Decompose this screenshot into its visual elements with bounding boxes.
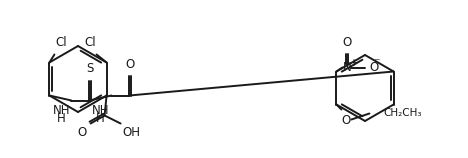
Text: H: H [96,112,105,125]
Text: S: S [87,63,94,76]
Text: O: O [343,36,352,49]
Text: O: O [369,61,379,74]
Text: NH: NH [53,104,70,117]
Text: +: + [350,58,358,67]
Text: N: N [343,61,352,74]
Text: O: O [126,58,135,70]
Text: O: O [342,113,351,127]
Text: NH: NH [92,104,109,117]
Text: Cl: Cl [84,36,95,49]
Text: ⁻: ⁻ [373,56,380,69]
Text: Cl: Cl [55,36,67,49]
Text: CH₂CH₃: CH₂CH₃ [383,107,422,118]
Text: H: H [57,112,66,125]
Text: O: O [77,127,87,140]
Text: OH: OH [123,125,140,139]
